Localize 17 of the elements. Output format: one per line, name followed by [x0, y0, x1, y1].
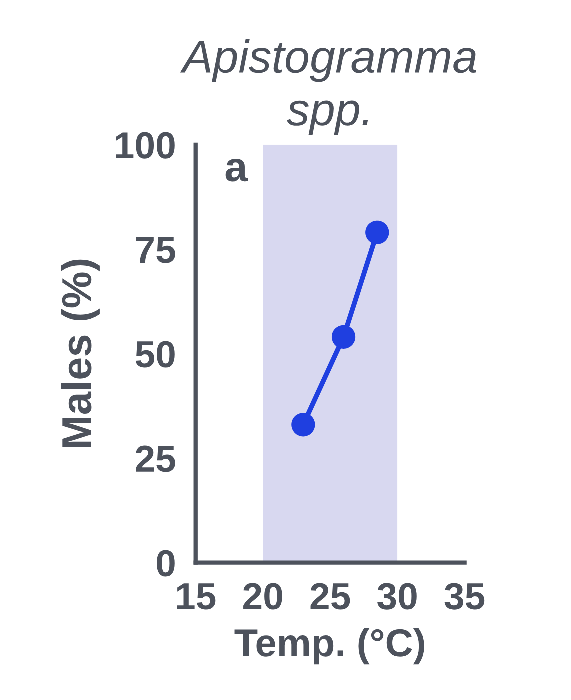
- y-axis-title: Males (%): [61, 260, 100, 448]
- point: [292, 413, 316, 437]
- x-axis-title: Temp. (°C): [234, 628, 424, 665]
- y-tick-label: 50: [136, 341, 175, 368]
- x-tick-label: 30: [378, 583, 417, 610]
- y-tick-label: 25: [136, 446, 176, 472]
- annotation: a: [226, 158, 248, 182]
- y-tick-label: 100: [116, 132, 175, 159]
- y-tick-label: 0: [157, 550, 175, 577]
- point: [332, 325, 356, 349]
- chart-title: Apistogramma spp.: [180, 40, 477, 135]
- x-tick-label: 15: [177, 584, 216, 610]
- y-tick-label: 75: [136, 237, 176, 264]
- point: [366, 220, 390, 244]
- x-tick-label: 25: [310, 583, 350, 610]
- x-tick-label: 35: [444, 583, 485, 610]
- x-tick-label: 20: [244, 583, 282, 610]
